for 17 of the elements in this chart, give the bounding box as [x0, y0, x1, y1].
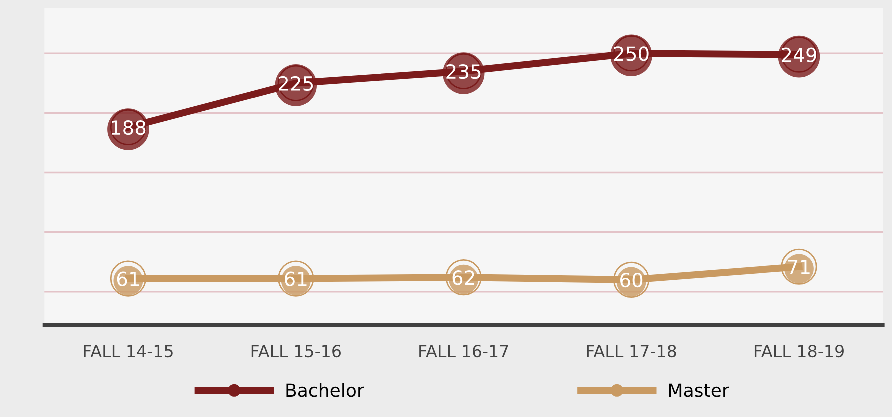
x-tick-label: FALL 16-17 — [420, 345, 508, 358]
data-label: 188 — [112, 120, 146, 136]
data-label: 62 — [452, 270, 474, 286]
legend-label: Master — [669, 384, 730, 398]
x-tick-label: FALL 14-15 — [84, 345, 173, 358]
data-label: 250 — [614, 46, 649, 62]
data-label: 60 — [620, 272, 643, 288]
data-label: 235 — [446, 64, 481, 80]
data-label: 225 — [279, 76, 313, 92]
data-label: 61 — [285, 272, 307, 286]
x-tick-label: FALL 17-18 — [587, 345, 676, 358]
data-label: 249 — [782, 48, 816, 62]
data-label: 71 — [788, 260, 810, 274]
x-tick-label: FALL 15-16 — [252, 345, 341, 358]
legend-label: Bachelor — [286, 383, 364, 398]
data-label: 61 — [117, 272, 140, 286]
x-tick-label: FALL 18-19 — [754, 345, 844, 358]
